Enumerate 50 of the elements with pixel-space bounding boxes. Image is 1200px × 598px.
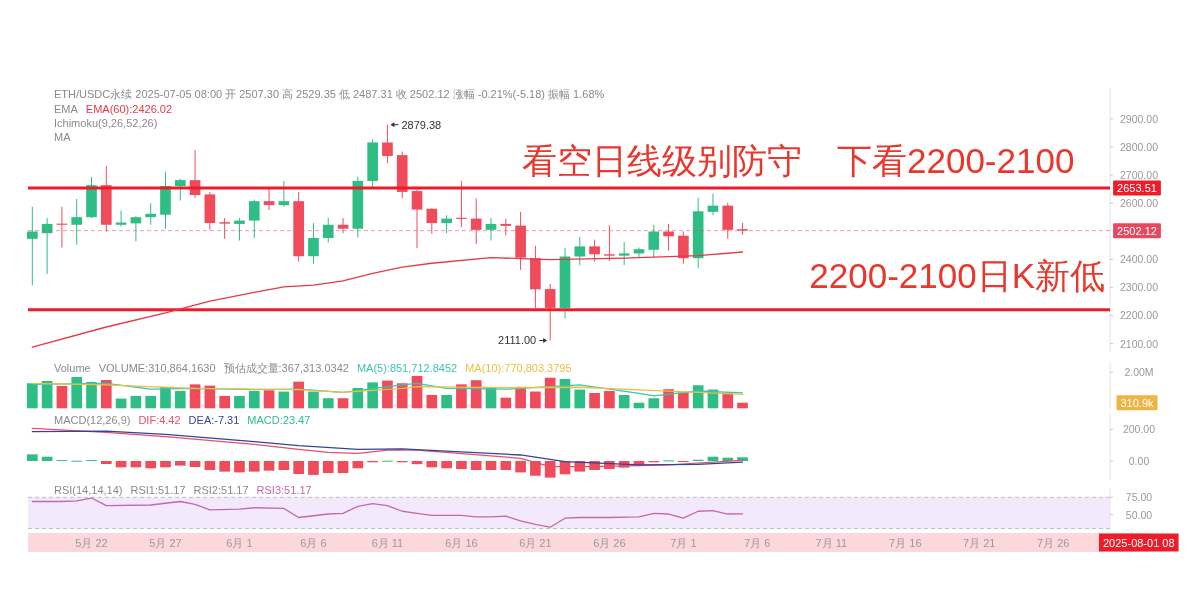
xtick: 6月 26 <box>593 536 626 549</box>
note: 2025-08-01 08 <box>1103 536 1175 549</box>
xtick: 6月 16 <box>445 536 478 549</box>
xtick: 5月 22 <box>75 536 108 549</box>
header: RSI2:51.17 <box>193 484 249 496</box>
header: MA <box>54 131 71 143</box>
header: EMA(60):2426.02 <box>85 103 173 115</box>
ytick: 2900.00 <box>1120 112 1158 125</box>
ytick: 200.00 <box>1122 423 1156 436</box>
header: VOLUME:310,864.1630 <box>98 362 216 374</box>
xtick: 6月 11 <box>371 536 404 549</box>
xtick: 7月 21 <box>963 536 996 549</box>
header: RSI(14,14,14) <box>54 484 123 496</box>
header: MA(10):770,803.3795 <box>465 362 572 374</box>
ytick: 0.00 <box>1128 455 1150 467</box>
xtick: 7月 6 <box>744 536 771 549</box>
ytick: 2100.00 <box>1120 337 1158 350</box>
note: 2200-2100日K新低 <box>809 255 1105 295</box>
note: 2111.00 <box>498 334 537 347</box>
ytick: 2700.00 <box>1120 169 1158 182</box>
header: DIF:4.42 <box>138 414 181 426</box>
ytick: 2.00M <box>1124 366 1154 379</box>
xtick: 6月 1 <box>226 536 253 549</box>
ytick: 2600.00 <box>1120 197 1158 210</box>
header: MA(5):851,712.8452 <box>356 362 458 374</box>
ytick: 2400.00 <box>1120 253 1158 266</box>
header: Volume <box>54 362 91 374</box>
ytick: 50.00 <box>1125 508 1153 521</box>
note: 2879.38 <box>401 118 442 131</box>
header: MACD(12,26,9) <box>54 414 131 426</box>
xtick: 7月 11 <box>815 536 848 549</box>
header: Ichimoku(9,26,52,26) <box>54 117 158 129</box>
ytick: 2300.00 <box>1120 281 1158 294</box>
note: 看空日线级别防守 下看2200-2100 <box>522 140 1075 180</box>
header: RSI3:51.17 <box>256 484 312 496</box>
ytick: 2800.00 <box>1120 141 1158 153</box>
xtick: 7月 1 <box>670 536 697 549</box>
header: 预估成交量:367,313.0342 <box>223 362 349 374</box>
xtick: 5月 27 <box>149 536 182 549</box>
xtick: 6月 21 <box>519 536 552 549</box>
header: RSI1:51.17 <box>130 484 186 496</box>
header: DEA:-7.31 <box>188 414 240 426</box>
header: EMA <box>54 103 78 115</box>
ytick: 75.00 <box>1125 491 1153 504</box>
header: ETH/USDC永续 2025-07-05 08:00 开 2507.30 高 2529.35 低 2487.31 收 2502.12 涨幅 -0.21%(-5.18) 振幅 1.68% <box>54 88 605 100</box>
ytick: 2200.00 <box>1120 309 1158 322</box>
header: MACD:23.47 <box>247 414 311 426</box>
xtick: 7月 16 <box>889 536 922 549</box>
xtick: 7月 26 <box>1037 536 1070 549</box>
xtick: 6月 6 <box>300 536 327 549</box>
